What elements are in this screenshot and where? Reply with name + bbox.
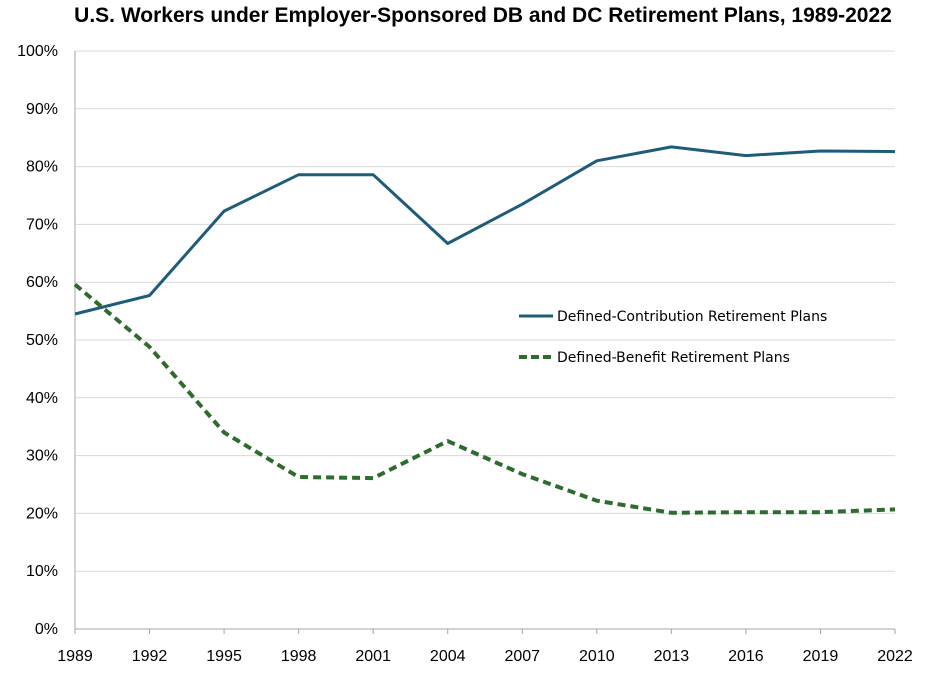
legend: Defined-Contribution Retirement Plans Def… (519, 309, 827, 366)
y-tick-label: 0% (35, 621, 58, 638)
legend-label-defined-contribution: Defined-Contribution Retirement Plans (557, 309, 827, 325)
y-tick-label: 50% (26, 332, 58, 349)
x-tick-label: 2013 (654, 648, 690, 665)
x-tick-label: 2007 (504, 648, 540, 665)
x-tick-label: 1992 (132, 648, 168, 665)
x-tick-label: 2004 (430, 648, 466, 665)
x-tick-label: 1989 (57, 648, 93, 665)
x-tick-label: 1995 (206, 648, 242, 665)
axes: 0% 10% 20% 30% 40% 50% 60% 70% 80% 90% 100% 1989 199… (17, 43, 913, 665)
y-tick-label: 60% (26, 274, 58, 291)
y-tick-label: 80% (26, 159, 58, 176)
x-tick-label: 2019 (803, 648, 839, 665)
x-tick-label: 2016 (728, 648, 764, 665)
x-tick-label: 2022 (877, 648, 913, 665)
y-tick-label: 100% (17, 43, 58, 60)
chart-title: U.S. Workers under Employer-Sponsored DB… (74, 4, 892, 27)
y-tick-label: 30% (26, 448, 58, 465)
series-line-defined-contribution (74, 145, 896, 316)
series-lines (73, 145, 896, 515)
x-tick-label: 1998 (281, 648, 317, 665)
series-line-defined-benefit (73, 282, 896, 515)
y-tick-label: 10% (26, 563, 58, 580)
y-tick-label: 20% (26, 505, 58, 522)
y-tick-label: 90% (26, 101, 58, 118)
x-tick-label: 2010 (579, 648, 615, 665)
y-tick-label: 40% (26, 390, 58, 407)
y-tick-label: 70% (26, 216, 58, 233)
legend-label-defined-benefit: Defined-Benefit Retirement Plans (557, 350, 790, 366)
x-tick-label: 2001 (355, 648, 391, 665)
